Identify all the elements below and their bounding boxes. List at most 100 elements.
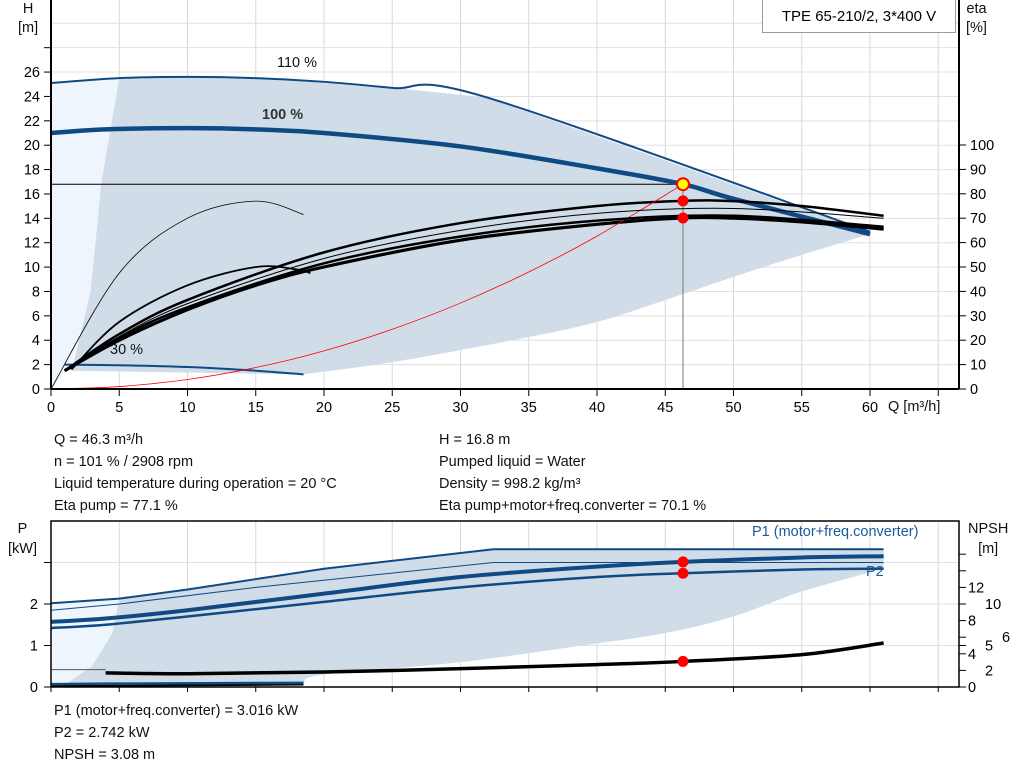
h-tick-label: 22 [24, 114, 40, 130]
series-line-6 [50, 200, 304, 390]
p1-legend: P1 (motor+freq.converter) [752, 524, 919, 540]
p2-legend: P2 [866, 564, 884, 580]
p-tick-label: 0 [30, 680, 38, 696]
series-line-7 [50, 183, 684, 390]
power-series-line-1 [50, 567, 884, 630]
p-tick-label: 1 [30, 639, 38, 655]
eta-tick-label: 0 [970, 382, 978, 398]
h-tick-label: 14 [24, 211, 40, 227]
power-series-line-0 [50, 554, 884, 624]
result-p2: P2 = 2.742 kW [54, 725, 150, 741]
h-tick-label: 2 [32, 358, 40, 374]
result-temp: Liquid temperature during operation = 20… [54, 476, 337, 492]
x-tick-label: 20 [316, 400, 332, 416]
x-tick-label: 10 [179, 400, 195, 416]
label-30: 30 % [110, 342, 144, 358]
label-100: 100 % [262, 107, 304, 123]
eta-tick-label: 100 [970, 138, 994, 154]
x-tick-label: 25 [384, 400, 400, 416]
x-tick-label: 55 [794, 400, 810, 416]
h-tick-label: 24 [24, 89, 40, 105]
eta-tick-label: 60 [970, 236, 986, 252]
series-line-4 [63, 215, 884, 373]
p1-point [677, 556, 689, 568]
result-liquid: Pumped liquid = Water [439, 454, 586, 470]
eta-total-point [677, 212, 689, 224]
npsh-tick-label: 0 [968, 680, 976, 696]
operating-range-light-area [51, 78, 120, 389]
npsh-tick-label: 4 [968, 647, 976, 663]
eta-pump-point [677, 195, 689, 207]
eta-tick-label: 30 [970, 309, 986, 325]
npsh-low-line [50, 683, 304, 688]
power-range-area [64, 549, 884, 685]
h-tick-label: 12 [24, 236, 40, 252]
series-line-0 [50, 75, 871, 233]
results-right: H = 16.8 m Pumped liquid = Water Density… [439, 429, 706, 517]
result-npsh: NPSH = 3.08 m [54, 747, 156, 763]
eta-thin-line [64, 207, 884, 372]
p-axis-label: P [kW] [8, 521, 37, 557]
h-tick-label: 0 [32, 382, 40, 398]
h-tick-label: 18 [24, 163, 40, 179]
h-tick-label: 8 [32, 284, 40, 300]
h-tick-label: 16 [24, 187, 40, 203]
h-tick-label: 10 [24, 260, 40, 276]
x-tick-label: 50 [725, 400, 741, 416]
q-axis-label: Q [m³/h] [888, 399, 941, 415]
eta-line-mid [64, 214, 884, 372]
eta-tick-label: 50 [970, 260, 986, 276]
power-series-line-5 [105, 641, 884, 676]
h-tick-label: 20 [24, 138, 40, 154]
x-tick-label: 40 [589, 400, 605, 416]
result-q: Q = 46.3 m³/h [54, 432, 144, 448]
series-line-3 [63, 199, 884, 372]
result-speed: n = 101 % / 2908 rpm [54, 454, 194, 470]
results-left: Q = 46.3 m³/h n = 101 % / 2908 rpm Liqui… [54, 429, 337, 517]
h-axis-label: H [m] [18, 1, 39, 36]
result-h: H = 16.8 m [439, 432, 511, 448]
eta-tick-label: 80 [970, 187, 986, 203]
eta-tick-label: 70 [970, 211, 986, 227]
npsh-tick-label: 2 [985, 663, 993, 679]
results-bottom: P1 (motor+freq.converter) = 3.016 kW P2 … [54, 700, 298, 766]
result-eta-total: Eta pump+motor+freq.converter = 70.1 % [439, 498, 707, 514]
h-tick-label: 4 [32, 333, 40, 349]
x-tick-label: 30 [452, 400, 468, 416]
h-tick-label: 6 [32, 309, 40, 325]
npsh-tick-label: 12 [968, 580, 984, 596]
p-tick-label: 2 [30, 597, 38, 613]
operating-range-area [71, 76, 871, 375]
x-tick-label: 60 [862, 400, 878, 416]
eta-tick-label: 40 [970, 284, 986, 300]
result-eta-pump: Eta pump = 77.1 % [54, 498, 178, 514]
series-line-2 [64, 363, 304, 376]
eta-tick-label: 10 [970, 358, 986, 374]
npsh-tick-label: 8 [968, 614, 976, 630]
eta-tick-label: 90 [970, 162, 986, 178]
pump-title-box: TPE 65-210/2, 3*400 V [762, 0, 956, 33]
eta-tick-label: 20 [970, 333, 986, 349]
h-tick-label: 26 [24, 65, 40, 81]
power-series-line-2 [50, 548, 884, 605]
pump-title: TPE 65-210/2, 3*400 V [781, 7, 937, 25]
result-p1: P1 (motor+freq.converter) = 3.016 kW [54, 703, 299, 719]
duty-point [675, 177, 690, 192]
x-tick-label: 35 [521, 400, 537, 416]
label-110: 110 % [277, 55, 318, 71]
series-line-1 [50, 125, 871, 237]
npsh-tick-label: 6 [1002, 630, 1010, 646]
npsh-tick-label: 10 [985, 597, 1001, 613]
x-tick-label: 0 [47, 400, 55, 416]
power-series-line-3 [50, 562, 884, 611]
npsh-tick-label: 5 [985, 639, 993, 655]
eta-axis-label: eta [%] [966, 1, 987, 36]
npsh-point [677, 655, 689, 667]
x-tick-label: 45 [657, 400, 673, 416]
result-density: Density = 998.2 kg/m³ [439, 476, 581, 492]
x-tick-label: 5 [115, 400, 123, 416]
npsh-axis-label: NPSH [m] [968, 521, 1009, 557]
x-tick-label: 15 [248, 400, 264, 416]
p2-point [677, 567, 689, 579]
